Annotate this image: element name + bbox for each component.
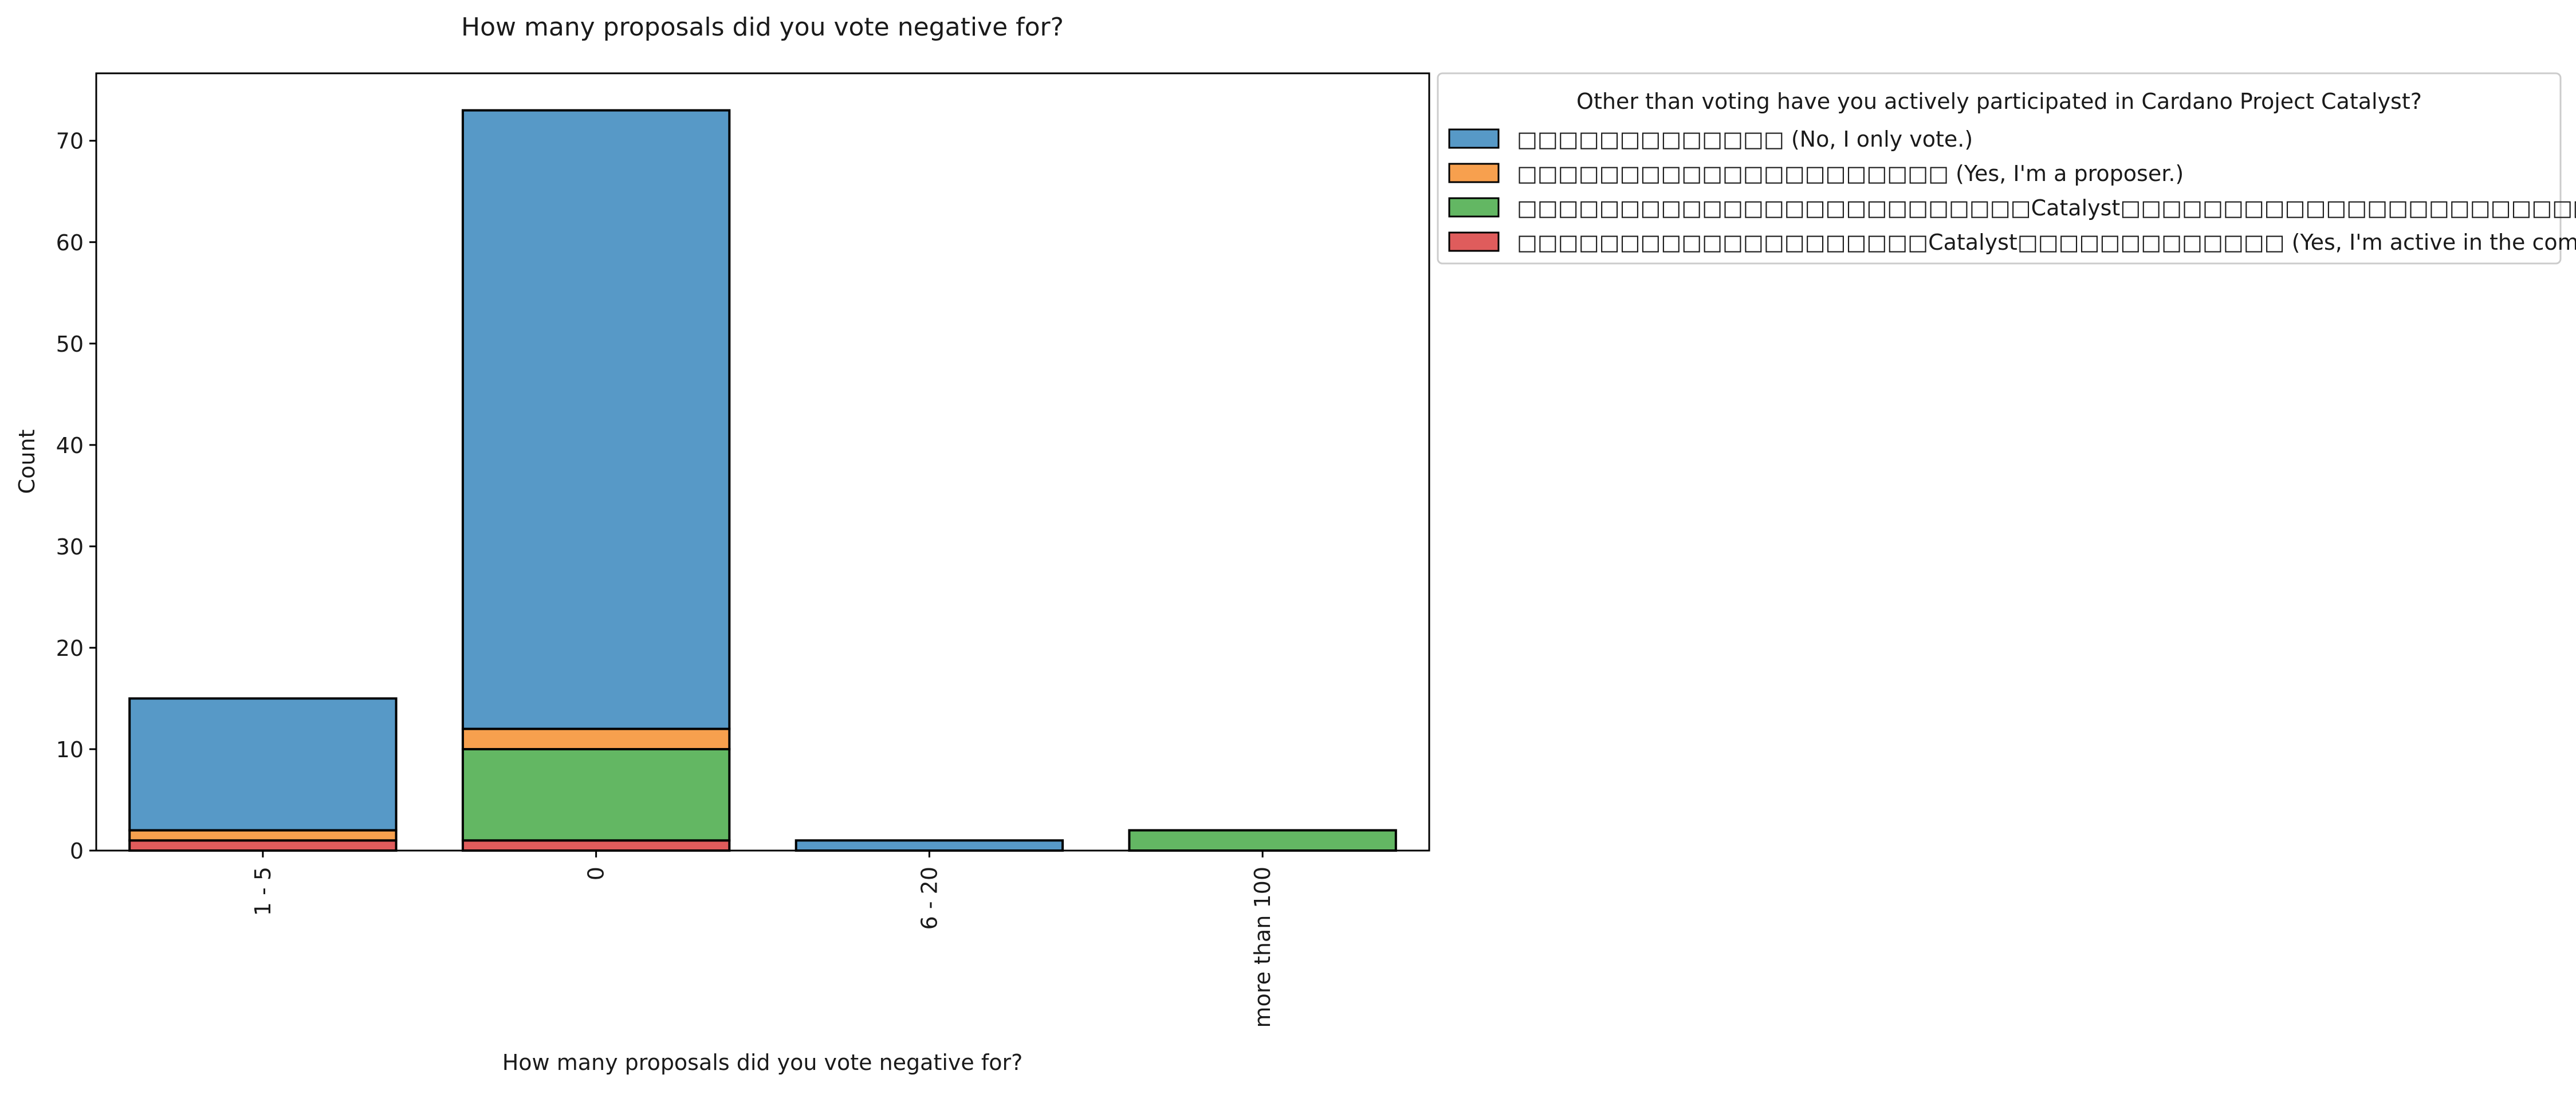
y-tick-label: 70 <box>56 129 84 154</box>
bar-segment <box>795 839 1064 852</box>
x-tick-label: 0 <box>584 867 609 880</box>
y-tick-label: 10 <box>56 737 84 762</box>
x-axis-label: How many proposals did you vote negative… <box>502 1050 1023 1075</box>
bar-segment <box>128 839 398 852</box>
legend-entry-label: □□□□□□□□□□□□□ (No, I only vote.) <box>1517 127 1973 152</box>
bar-segment <box>128 697 398 832</box>
bars-layer <box>128 109 1397 852</box>
x-axis: 1 - 5 0 6 - 20 more than 100 <box>250 851 1275 1028</box>
y-tick-label: 0 <box>70 839 84 864</box>
chart-title: How many proposals did you vote negative… <box>461 13 1064 42</box>
legend-swatch <box>1448 231 1500 252</box>
y-tick-label: 20 <box>56 636 84 661</box>
legend: Other than voting have you actively part… <box>1437 72 2576 265</box>
legend-entry-label: □□□□□□□□□□□□□□□□□□□□□□□□□Catalyst□□□□□□□… <box>1517 195 2576 221</box>
y-tick-label: 60 <box>56 230 84 255</box>
legend-swatch <box>1448 197 1500 218</box>
y-axis: 0 10 20 30 40 50 60 70 <box>56 129 96 864</box>
legend-swatch <box>1448 128 1500 149</box>
legend-entry-label: □□□□□□□□□□□□□□□□□□□□Catalyst□□□□□□□□□□□□… <box>1517 230 2576 255</box>
x-tick-label: 6 - 20 <box>917 867 942 930</box>
plot-frame <box>95 72 1430 852</box>
legend-entry-label: □□□□□□□□□□□□□□□□□□□□□ (Yes, I'm a propos… <box>1517 161 2184 186</box>
y-tick-label: 50 <box>56 332 84 357</box>
y-tick-label: 40 <box>56 433 84 458</box>
legend-swatch <box>1448 163 1500 183</box>
bar-segment <box>461 109 731 730</box>
bar-segment <box>461 727 731 750</box>
bar-segment <box>461 747 731 842</box>
y-axis-label: Count <box>14 430 40 494</box>
y-tick-label: 30 <box>56 534 84 560</box>
x-tick-label: more than 100 <box>1250 867 1275 1028</box>
bar-segment <box>128 829 398 842</box>
legend-frame <box>1437 72 2562 265</box>
legend-title: Other than voting have you actively part… <box>1576 89 2422 114</box>
x-tick-label: 1 - 5 <box>250 867 276 916</box>
bar-segment <box>1128 829 1397 852</box>
bar-segment <box>461 839 731 852</box>
